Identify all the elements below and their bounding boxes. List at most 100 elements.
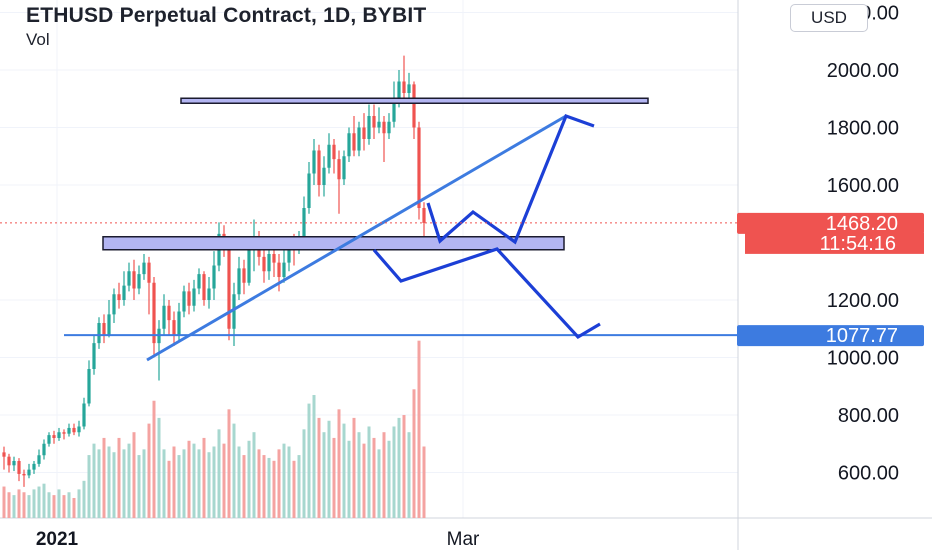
current-price-tag (737, 212, 924, 234)
volume-bar (237, 446, 241, 518)
candle-body (262, 256, 266, 272)
candle-body (267, 254, 271, 272)
y-tick-label: 1800.00 (827, 118, 899, 140)
volume-bar (282, 443, 286, 518)
candle-body (112, 294, 116, 315)
candle-body (127, 271, 131, 286)
candle-body (57, 432, 61, 438)
volume-bar (162, 449, 166, 518)
volume-bar (222, 443, 226, 518)
candle-body (237, 268, 241, 295)
candle-body (327, 144, 331, 168)
volume-bar (272, 460, 276, 518)
candle-body (302, 208, 306, 237)
candle-body (72, 427, 76, 433)
volume-bar (367, 426, 371, 518)
candle-body (22, 473, 26, 476)
candle-body (342, 156, 346, 180)
volume-bar (397, 417, 401, 518)
volume-bar (302, 429, 306, 518)
volume-bar (387, 440, 391, 518)
volume-bar (392, 426, 396, 518)
volume-bar (262, 455, 266, 518)
volume-bar (12, 495, 16, 518)
bearish-projection-path (372, 247, 601, 340)
candle-body (382, 121, 386, 134)
volume-bar (182, 449, 186, 518)
candle-body (82, 403, 86, 427)
volume-bar (207, 452, 211, 518)
candle-body (62, 432, 66, 434)
volume-bar (247, 440, 251, 518)
volume-bar (347, 440, 351, 518)
candle-body (97, 323, 101, 344)
volume-bar (157, 417, 161, 518)
candle-body (287, 242, 291, 263)
candle-body (377, 121, 381, 128)
volume-bar (352, 417, 356, 518)
candle-body (367, 116, 371, 139)
y-tick-label: 1000.00 (827, 348, 899, 370)
volume-bar (142, 449, 146, 518)
candle-body (317, 150, 321, 185)
volume-bar (122, 449, 126, 518)
volume-bar (337, 409, 341, 518)
candle-body (227, 248, 231, 329)
volume-bar (137, 455, 141, 518)
volume-bar (242, 455, 246, 518)
candle-body (107, 314, 111, 335)
bullish-projection-path (426, 113, 595, 245)
candle-body (212, 265, 216, 289)
volume-bar (67, 492, 71, 518)
currency-button[interactable]: USD (790, 4, 868, 32)
candle-body (352, 133, 356, 151)
volume-indicator-label: Vol (26, 30, 50, 49)
volume-bar (177, 455, 181, 518)
volume-bar (52, 495, 56, 518)
volume-bar (37, 486, 41, 518)
volume-bar (192, 443, 196, 518)
chart-title: ETHUSD Perpetual Contract, 1D, BYBIT (26, 4, 427, 27)
candle-body (357, 127, 361, 151)
candle-body (102, 323, 106, 335)
volume-bar (217, 429, 221, 518)
volume-bar (252, 432, 256, 518)
volume-bar (407, 432, 411, 518)
candle-body (307, 173, 311, 208)
candle-body (322, 167, 326, 185)
volume-bar (287, 446, 291, 518)
volume-bar (82, 480, 86, 518)
volume-bar (62, 495, 66, 518)
volume-bar (172, 446, 176, 518)
candle-body (27, 469, 31, 476)
candle-body (67, 427, 71, 434)
candle-body (87, 369, 91, 404)
candle-body (387, 121, 391, 134)
y-tick-label: 2000.00 (827, 60, 899, 82)
volume-bar (212, 446, 216, 518)
candle-body (397, 81, 401, 99)
volume-bar (277, 449, 281, 518)
candle-body (42, 443, 46, 456)
candle-body (207, 288, 211, 300)
volume-bar (227, 409, 231, 518)
volume-bar (147, 423, 151, 518)
candle-body (312, 150, 316, 174)
volume-bar (57, 489, 61, 518)
volume-bar (92, 443, 96, 518)
candle-body (337, 159, 341, 180)
volume-bar (412, 389, 416, 518)
volume-bar (417, 340, 421, 518)
candle-body (372, 116, 376, 128)
volume-bar (297, 455, 301, 518)
candle-body (162, 305, 166, 329)
candle-body (192, 288, 196, 306)
y-tick-label: 600.00 (838, 463, 899, 485)
volume-bar (107, 446, 111, 518)
candle-body (2, 452, 6, 457)
volume-bar (267, 457, 271, 518)
candle-body (347, 133, 351, 157)
candle-body (412, 84, 416, 128)
